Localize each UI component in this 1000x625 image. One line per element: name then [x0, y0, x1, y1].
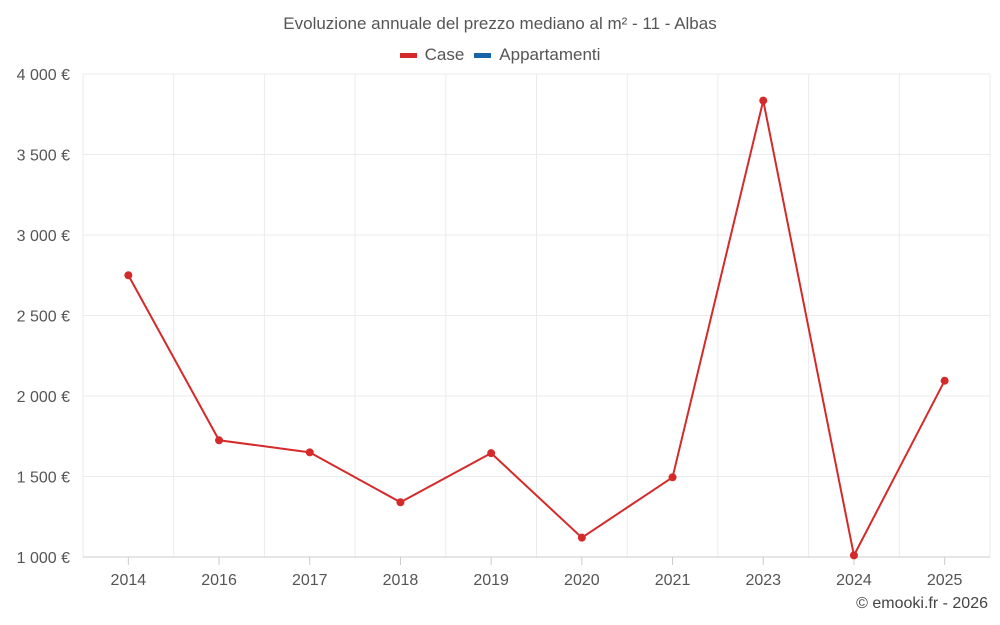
x-tick-label: 2017 [292, 572, 328, 589]
y-tick-label: 1 000 € [17, 550, 70, 567]
y-tick-label: 3 000 € [17, 228, 70, 245]
x-tick-label: 2016 [201, 572, 237, 589]
x-tick-label: 2024 [836, 572, 872, 589]
data-point [305, 448, 314, 457]
legend-label-case: Case [424, 45, 465, 64]
credit-text: © emooki.fr - 2026 [856, 595, 988, 612]
legend-item-appartamenti[interactable]: Appartamenti [474, 45, 600, 65]
data-point [849, 551, 858, 560]
y-tick-label: 1 500 € [17, 470, 70, 487]
data-point [487, 449, 496, 458]
data-point [215, 436, 224, 445]
legend-item-case[interactable]: Case [399, 45, 465, 65]
legend-label-appartamenti: Appartamenti [499, 45, 601, 64]
data-point [577, 533, 586, 542]
x-tick-label: 2020 [564, 572, 600, 589]
series-line-case [127, 99, 946, 557]
data-point [124, 271, 133, 280]
chart-legend: Case Appartamenti [0, 45, 1000, 65]
data-point [396, 498, 405, 507]
y-tick-label: 4 000 € [17, 67, 70, 84]
y-tick-label: 2 500 € [17, 309, 70, 326]
x-tick-label: 2021 [655, 572, 691, 589]
legend-swatch-appartamenti [474, 52, 492, 58]
y-tick-label: 2 000 € [17, 389, 70, 406]
data-point [759, 96, 768, 105]
y-tick-label: 3 500 € [17, 148, 70, 165]
x-tick-label: 2018 [383, 572, 419, 589]
x-tick-label: 2014 [111, 572, 147, 589]
data-point [668, 473, 677, 482]
x-tick-label: 2019 [473, 572, 509, 589]
x-tick-label: 2023 [745, 572, 781, 589]
legend-swatch-case [399, 52, 417, 58]
x-tick-label: 2025 [927, 572, 963, 589]
data-point [940, 376, 949, 385]
chart-title: Evoluzione annuale del prezzo mediano al… [283, 14, 717, 33]
